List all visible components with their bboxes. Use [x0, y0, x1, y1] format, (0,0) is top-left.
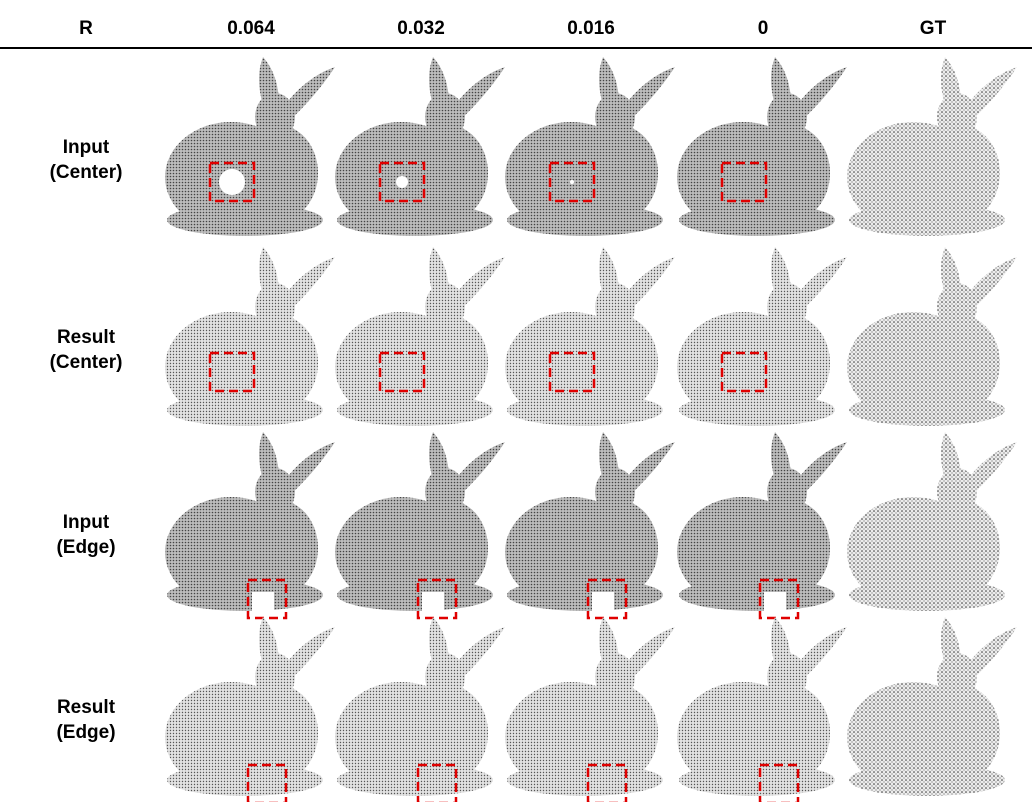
missing-region — [422, 592, 444, 612]
bunny — [677, 617, 847, 796]
missing-region — [252, 592, 274, 612]
column-header: 0.064 — [227, 18, 275, 39]
column-header: GT — [920, 18, 947, 39]
bunny — [335, 57, 505, 236]
bunny — [335, 247, 505, 426]
hole — [570, 180, 574, 184]
bunny — [165, 432, 335, 611]
bunny — [847, 57, 1017, 236]
column-header: 0 — [758, 18, 769, 39]
row-label: (Edge) — [56, 537, 115, 558]
bunny — [847, 247, 1017, 426]
bunny — [847, 432, 1017, 611]
bunny — [165, 247, 335, 426]
bunny — [677, 432, 847, 611]
point-cloud — [505, 432, 675, 618]
point-cloud — [847, 247, 1017, 426]
bunny — [677, 247, 847, 426]
point-cloud — [505, 57, 675, 236]
point-cloud — [165, 57, 335, 236]
point-cloud — [847, 617, 1017, 796]
row-label: Input — [63, 512, 110, 533]
bunny — [677, 57, 847, 236]
row-label: (Center) — [50, 352, 123, 373]
point-cloud — [505, 247, 675, 426]
hole — [396, 176, 408, 188]
bunny — [165, 57, 335, 236]
point-cloud — [165, 432, 335, 618]
point-cloud — [847, 432, 1017, 611]
row-label: (Center) — [50, 162, 123, 183]
point-cloud — [165, 617, 335, 802]
row-label: (Edge) — [56, 722, 115, 743]
bunny — [165, 617, 335, 796]
column-header: 0.016 — [567, 18, 615, 39]
point-cloud — [847, 57, 1017, 236]
row-label: Input — [63, 137, 110, 158]
bunny — [505, 57, 675, 236]
point-cloud — [677, 57, 847, 236]
missing-region — [592, 592, 614, 612]
bunny — [335, 617, 505, 796]
point-cloud — [677, 617, 847, 802]
point-cloud — [335, 57, 505, 236]
row-label: Result — [57, 697, 116, 718]
column-header: R — [79, 18, 93, 39]
row-label: Result — [57, 327, 116, 348]
missing-region — [764, 592, 786, 612]
bunny — [505, 432, 675, 611]
point-cloud — [335, 432, 505, 618]
bunny — [505, 247, 675, 426]
point-cloud — [677, 432, 847, 618]
point-cloud — [335, 247, 505, 426]
point-cloud — [165, 247, 335, 426]
bunny — [505, 617, 675, 796]
figure: R 0.064 0.032 0.016 0 GT Input (Center) Result (C… — [0, 0, 1032, 802]
bunny — [847, 617, 1017, 796]
bunny — [335, 432, 505, 611]
point-cloud — [335, 617, 505, 802]
point-cloud — [505, 617, 675, 802]
hole — [219, 169, 245, 195]
column-header: 0.032 — [397, 18, 445, 39]
point-cloud — [677, 247, 847, 426]
